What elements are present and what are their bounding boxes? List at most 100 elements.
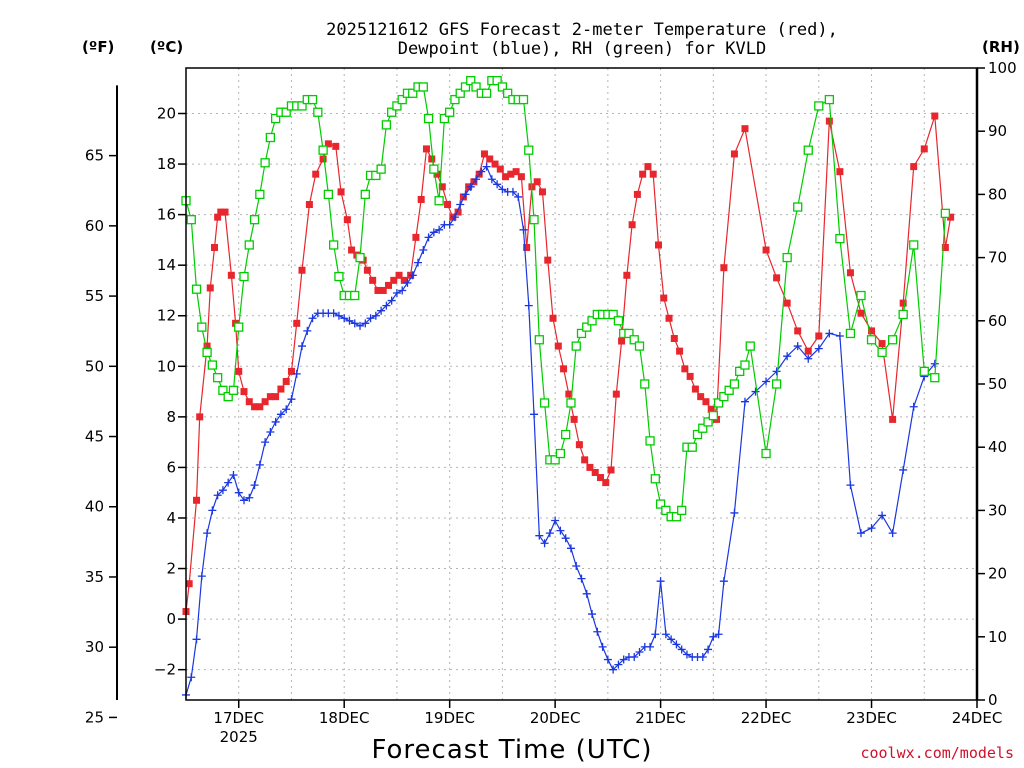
- dewpoint-series: [182, 162, 939, 699]
- dewpoint-point: [255, 460, 264, 469]
- dewpoint-point: [614, 660, 623, 669]
- rh-point: [392, 101, 402, 111]
- temperature-point: [941, 243, 949, 251]
- temperature-point: [512, 168, 520, 176]
- dewpoint-point: [709, 632, 718, 641]
- temperature-point: [931, 112, 939, 120]
- temperature-point: [221, 208, 229, 216]
- dewpoint-point: [566, 544, 575, 553]
- dewpoint-point: [524, 301, 533, 310]
- temperature-point: [486, 155, 494, 163]
- temperature-point: [240, 388, 248, 396]
- rh-point: [687, 442, 697, 452]
- fahrenheit-tick-label: 60: [85, 217, 104, 235]
- rh-point: [793, 202, 803, 212]
- rh-point: [503, 88, 513, 98]
- dewpoint-point: [229, 471, 238, 480]
- dewpoint-point: [783, 352, 792, 361]
- dewpoint-point: [609, 665, 618, 674]
- dewpoint-point: [704, 645, 713, 654]
- celsius-tick-label: 6: [166, 458, 176, 476]
- rh-point: [228, 385, 239, 395]
- temperature-point: [836, 168, 844, 176]
- rh-point: [418, 82, 428, 92]
- temperature-point: [947, 213, 955, 221]
- temperature-point: [507, 170, 515, 178]
- rh-tick-label: 50: [988, 375, 1007, 393]
- temperature-point: [459, 193, 467, 201]
- dewpoint-point: [371, 311, 380, 320]
- celsius-tick-label: 0: [166, 610, 176, 628]
- temperature-point: [214, 213, 222, 221]
- rh-point: [887, 335, 898, 345]
- temperature-point: [379, 286, 387, 294]
- rh-point: [223, 391, 233, 402]
- temperature-point: [681, 365, 689, 373]
- rh-point: [534, 335, 544, 345]
- celsius-tick-label: 4: [166, 509, 176, 527]
- dewpoint-point: [588, 610, 597, 619]
- rh-point: [381, 120, 392, 130]
- dewpoint-point: [772, 367, 781, 376]
- fahrenheit-tick-label: 40: [85, 498, 104, 516]
- dewpoint-point: [403, 278, 412, 287]
- temperature-point: [298, 266, 306, 274]
- dewpoint-point: [593, 627, 602, 636]
- dewpoint-point: [856, 529, 865, 538]
- temperature-point: [348, 246, 356, 254]
- dewpoint-point: [751, 387, 760, 396]
- rh-point: [270, 113, 281, 124]
- x-axis-label: Forecast Time (UTC): [371, 735, 652, 765]
- dewpoint-point: [303, 326, 312, 335]
- temperature-point: [815, 332, 823, 340]
- temperature-point: [702, 398, 710, 406]
- dewpoint-point: [419, 246, 428, 255]
- rh-point: [719, 391, 729, 402]
- temperature-point: [324, 140, 332, 148]
- rh-point: [492, 75, 502, 86]
- rh-point: [898, 309, 908, 320]
- temperature-point: [256, 403, 264, 411]
- dewpoint-point: [208, 506, 217, 515]
- dewpoint-point: [435, 225, 444, 234]
- temperature-point: [612, 390, 620, 398]
- rh-point: [919, 366, 929, 377]
- rh-point: [397, 94, 407, 105]
- rh-point: [360, 189, 370, 200]
- rh-point: [640, 379, 650, 389]
- dewpoint-point: [234, 488, 243, 497]
- temperature-point: [266, 393, 274, 401]
- rh-point: [824, 94, 834, 105]
- dewpoint-point: [213, 491, 222, 500]
- rh-tick-label: 30: [988, 501, 1007, 519]
- temperature-point: [538, 188, 546, 196]
- dewpoint-point: [530, 410, 539, 419]
- temperature-point: [261, 398, 269, 406]
- rh-point: [318, 145, 328, 155]
- temperature-point: [422, 145, 430, 153]
- dewpoint-point: [472, 175, 481, 184]
- dewpoint-point: [661, 630, 670, 639]
- dewpoint-point: [350, 319, 359, 328]
- dewpoint-point: [878, 511, 887, 520]
- temperature-point: [628, 221, 636, 229]
- temperature-point: [412, 233, 420, 241]
- temperature-point: [707, 405, 715, 413]
- temperature-point: [433, 170, 441, 178]
- dewpoint-point: [667, 635, 676, 644]
- dewpoint-point: [630, 653, 639, 662]
- dewpoint-point: [477, 167, 486, 176]
- dewpoint-point: [250, 481, 259, 490]
- dewpoint-point: [930, 359, 939, 368]
- rh-point: [471, 82, 481, 92]
- temperature-point: [277, 385, 285, 393]
- rh-tick-label: 10: [988, 628, 1007, 646]
- rh-point: [576, 328, 587, 339]
- temperature-point: [369, 276, 377, 284]
- rh-point: [856, 290, 866, 301]
- dewpoint-point: [197, 572, 206, 581]
- temperature-point: [554, 342, 562, 350]
- rh-point: [561, 429, 571, 440]
- plot-frame: [185, 67, 978, 701]
- temperature-point: [287, 367, 295, 375]
